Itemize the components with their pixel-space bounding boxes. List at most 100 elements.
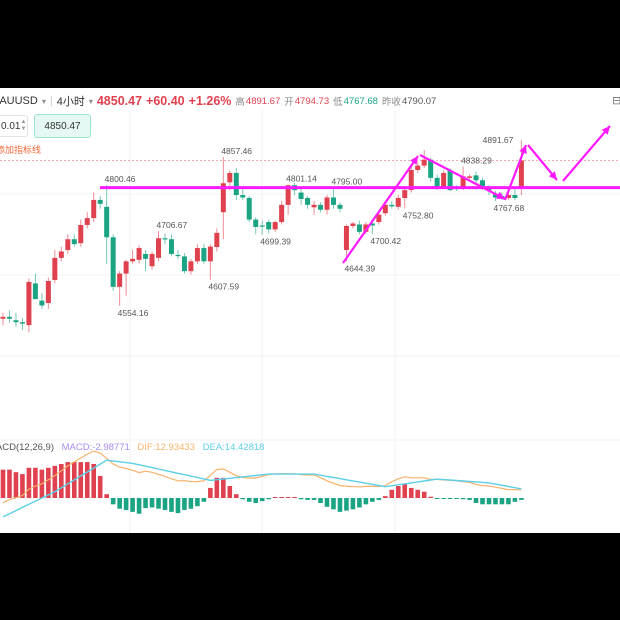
macd-panel xyxy=(0,450,524,518)
macd-histogram-bar xyxy=(305,498,310,500)
candle-up xyxy=(149,253,155,267)
macd-params: MACD(12,26,9) xyxy=(0,442,54,453)
macd-histogram-bar xyxy=(175,498,181,514)
open-value: 4794.73 xyxy=(294,95,330,107)
macd-histogram-bar xyxy=(52,465,58,498)
candle-up xyxy=(279,204,285,223)
macd-histogram-bar xyxy=(162,498,168,510)
macd-histogram-bar xyxy=(156,498,161,509)
macd-histogram-bar xyxy=(33,467,38,498)
price-label: 4706.67 xyxy=(157,220,188,230)
candle-up xyxy=(156,238,162,258)
price-label: 4752.80 xyxy=(403,210,434,220)
dif-value: DIF:12.93433 xyxy=(137,442,195,453)
candle-down xyxy=(428,159,434,178)
quantity-stepper[interactable]: 0.01 ▲ ▼ xyxy=(0,115,28,137)
candle-down xyxy=(330,197,336,205)
candle-up xyxy=(84,218,90,225)
price-label: 4838.29 xyxy=(461,155,492,165)
add-indicator-line-link[interactable]: 添加指标线 xyxy=(0,145,42,155)
low-label: 低 xyxy=(333,97,343,108)
macd-histogram-bar xyxy=(221,477,226,498)
macd-histogram-bar xyxy=(298,498,304,500)
high-label: 高 xyxy=(235,97,245,108)
chevron-down-icon[interactable]: ▾ xyxy=(41,96,46,106)
trend-arrow-line xyxy=(342,155,419,264)
macd-histogram-bar xyxy=(169,498,174,512)
candle-up xyxy=(52,257,58,280)
macd-histogram-bar xyxy=(110,498,116,505)
macd-histogram-bar xyxy=(434,498,440,499)
macd-histogram-bar xyxy=(246,498,252,502)
macd-histogram-bar xyxy=(214,477,220,498)
candle-down xyxy=(447,170,453,191)
macd-histogram-bar xyxy=(104,494,109,498)
candle-down xyxy=(143,253,149,259)
candle-up xyxy=(460,176,466,188)
chevron-down-icon[interactable]: ▾ xyxy=(88,96,93,106)
macd-histogram-bar xyxy=(240,498,246,500)
candle-down xyxy=(162,238,168,240)
grid-lines xyxy=(0,110,620,533)
price-label: 4767.68 xyxy=(493,203,524,213)
candle-down xyxy=(473,175,479,181)
candle-up xyxy=(343,225,349,251)
candle-up xyxy=(350,223,356,226)
candle-down xyxy=(389,204,395,207)
macd-histogram-bar xyxy=(7,469,12,498)
macd-histogram-bar xyxy=(266,498,271,500)
symbol-selector[interactable]: XAUUSD xyxy=(0,95,38,107)
candle-down xyxy=(240,195,246,198)
macd-histogram-bar xyxy=(123,498,129,510)
macd-histogram-bar xyxy=(20,474,25,498)
candle-down xyxy=(175,254,181,257)
price-label: 4644.39 xyxy=(344,264,375,274)
candles xyxy=(0,140,620,333)
candle-down xyxy=(318,204,324,210)
macd-histogram-bar xyxy=(395,486,401,498)
candle-up xyxy=(117,273,123,287)
price-label: 4801.14 xyxy=(286,174,317,184)
price-label: 4891.67 xyxy=(483,135,514,145)
macd-histogram-bar xyxy=(454,498,459,499)
open-label: 开 xyxy=(284,97,294,108)
candle-down xyxy=(259,225,265,227)
price-label: 4554.16 xyxy=(118,308,149,318)
macd-histogram-bar xyxy=(493,498,498,505)
candle-up xyxy=(207,246,213,262)
layout-icon[interactable]: ⊟ xyxy=(612,95,620,107)
arrow-head-icon xyxy=(548,171,557,180)
candle-down xyxy=(71,239,77,245)
candle-up xyxy=(421,159,427,166)
candle-down xyxy=(337,204,343,209)
spin-down-icon[interactable]: ▼ xyxy=(20,126,27,132)
arrow-head-icon xyxy=(519,145,527,154)
price-label: 4699.39 xyxy=(260,237,291,247)
price-button[interactable]: 4850.47 xyxy=(34,114,91,138)
macd-histogram-bar xyxy=(84,462,90,498)
candle-up xyxy=(130,258,136,262)
macd-histogram-bar xyxy=(350,498,356,510)
macd-histogram-bar xyxy=(279,497,284,498)
spin-up-icon[interactable]: ▲ xyxy=(20,119,27,125)
macd-histogram-bar xyxy=(337,498,343,512)
candle-down xyxy=(6,316,12,319)
candle-up xyxy=(214,232,220,248)
macd-histogram-bar xyxy=(486,498,492,505)
candle-up xyxy=(272,222,278,230)
macd-histogram-bar xyxy=(117,498,122,509)
macd-histogram-bar xyxy=(383,496,388,498)
macd-histogram-bar xyxy=(318,498,323,504)
macd-value: MACD:-2.98771 xyxy=(61,442,130,453)
macd-histogram-bar xyxy=(272,497,278,498)
macd-histogram-bar xyxy=(389,489,395,498)
candle-up xyxy=(58,251,64,258)
macd-histogram-bar xyxy=(473,498,479,504)
candle-down xyxy=(356,224,362,232)
macd-histogram-bar xyxy=(408,487,414,498)
timeframe-selector[interactable]: 4小时 xyxy=(56,96,85,108)
candlestick-chart[interactable]: 4800.46 4554.16 4706.67 4607.59 4857.46 4699.… xyxy=(0,88,620,533)
candle-down xyxy=(512,195,518,198)
candle-up xyxy=(505,195,511,198)
macd-histogram-bar xyxy=(143,498,148,509)
